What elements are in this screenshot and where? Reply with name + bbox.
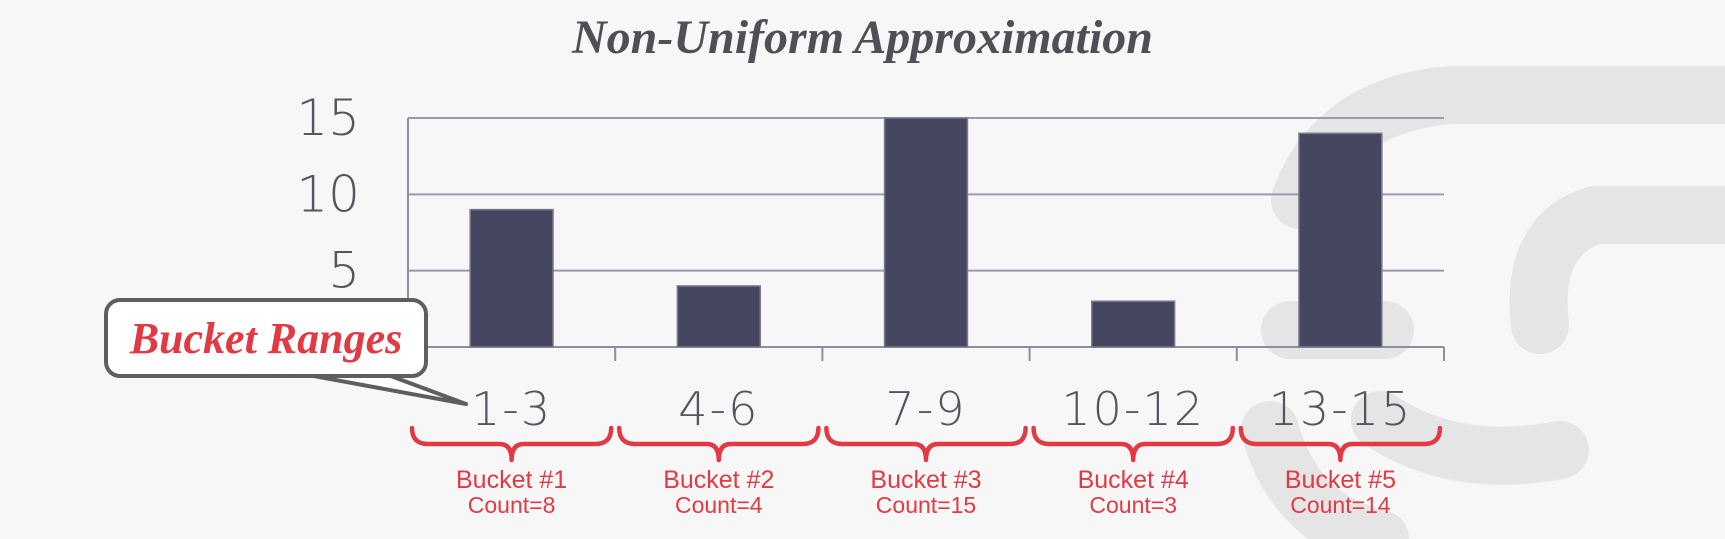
x-tick-label: 7-9: [885, 382, 966, 436]
bucket-count: Count=14: [1290, 492, 1391, 518]
bucket-ranges-callout: Bucket Ranges: [104, 298, 428, 378]
bucket-brace: [1031, 425, 1236, 463]
y-tick-label: 10: [296, 165, 360, 223]
bucket-count: Count=15: [876, 492, 976, 518]
bar: [676, 285, 761, 348]
y-tick-label: 5: [328, 242, 360, 300]
bucket-count: Count=4: [675, 492, 763, 518]
bucket-brace: [409, 425, 614, 463]
bar: [1091, 300, 1176, 348]
bucket-label: Bucket #2: [663, 466, 774, 494]
bar: [1298, 132, 1383, 348]
plot-area: 5 10 15 1-3 4-6 7-9 10-12 13-15: [296, 89, 1445, 436]
y-tick-label: 15: [296, 89, 360, 147]
bucket-label: Bucket #5: [1285, 466, 1396, 494]
x-tick-label: 13-15: [1269, 382, 1413, 436]
x-tick-label: 1-3: [471, 382, 552, 436]
bar: [883, 117, 969, 348]
bucket-count: Count=8: [468, 492, 556, 518]
x-tick-label: 10-12: [1061, 382, 1205, 436]
bucket-brace: [1238, 425, 1443, 463]
bucket-label: Bucket #4: [1078, 466, 1189, 494]
bucket-label: Bucket #3: [870, 466, 981, 494]
chart-title: Non-Uniform Approximation: [572, 11, 1153, 64]
x-tick-label: 4-6: [678, 382, 759, 436]
bucket-brace: [616, 425, 821, 463]
bucket-label: Bucket #1: [456, 466, 567, 494]
bucket-count: Count=3: [1089, 492, 1177, 518]
bucket-brace: [824, 425, 1028, 463]
bar: [469, 208, 554, 348]
